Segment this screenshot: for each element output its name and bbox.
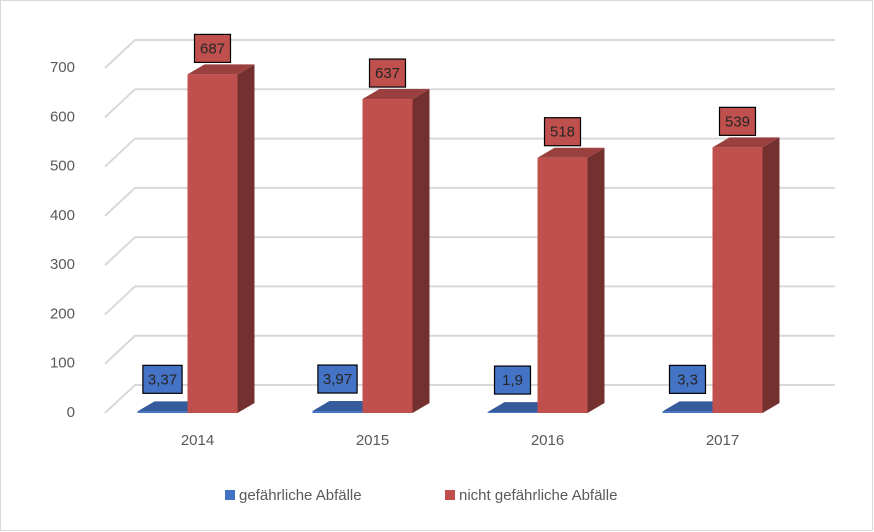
- bar-front: [487, 412, 538, 413]
- bar-front: [712, 147, 763, 413]
- y-tick-label: 300: [50, 256, 75, 273]
- bar-front: [362, 99, 413, 414]
- x-tick-label: 2017: [706, 432, 739, 449]
- y-tick-label: 500: [50, 158, 75, 175]
- data-label: 539: [725, 113, 750, 130]
- bar-front: [662, 411, 713, 413]
- bar: [187, 64, 255, 414]
- data-label-box: [317, 364, 358, 394]
- bar: [712, 137, 780, 413]
- bar-side: [412, 89, 430, 414]
- data-label: 3,97: [323, 371, 352, 388]
- bar-front: [312, 411, 363, 413]
- bar-top: [362, 89, 430, 100]
- legend-label: gefährliche Abfälle: [239, 487, 362, 504]
- bar-top: [537, 147, 605, 158]
- bar-top: [187, 64, 255, 75]
- grid-line: [104, 137, 835, 168]
- bar: [537, 147, 605, 413]
- data-label: 3,3: [677, 371, 698, 388]
- data-label-box: [718, 106, 757, 136]
- bar-front: [137, 411, 188, 413]
- grid-line: [104, 39, 835, 69]
- bar: [362, 89, 430, 414]
- data-label: 1,9: [502, 372, 523, 389]
- y-tick-label: 700: [50, 59, 75, 76]
- x-tick-label: 2015: [356, 432, 389, 449]
- y-tick-label: 100: [50, 355, 75, 372]
- data-label-box: [142, 364, 183, 394]
- y-tick-label: 200: [50, 305, 75, 322]
- bar-front: [187, 74, 238, 414]
- data-label: 687: [200, 40, 225, 57]
- data-label-box: [368, 58, 407, 88]
- data-label-box: [193, 33, 232, 64]
- x-tick-label: 2016: [531, 432, 564, 449]
- legend-swatch: [445, 490, 455, 500]
- data-label-box: [543, 117, 582, 147]
- bar-side: [587, 147, 605, 413]
- x-tick-label: 2014: [181, 432, 214, 449]
- data-label: 637: [375, 65, 400, 82]
- y-tick-label: 0: [67, 404, 75, 421]
- data-label: 3,37: [148, 371, 177, 388]
- data-label-box: [668, 364, 707, 394]
- data-label: 518: [550, 124, 575, 141]
- bar-front: [537, 157, 588, 413]
- grid-line: [104, 88, 835, 119]
- legend-swatch: [225, 490, 235, 500]
- bar-side: [237, 64, 255, 414]
- legend-label: nicht gefährliche Abfälle: [459, 487, 617, 504]
- bar-side: [762, 137, 780, 413]
- y-tick-label: 400: [50, 207, 75, 224]
- data-label-box: [493, 365, 532, 395]
- bar-top: [712, 137, 780, 148]
- y-tick-label: 600: [50, 108, 75, 125]
